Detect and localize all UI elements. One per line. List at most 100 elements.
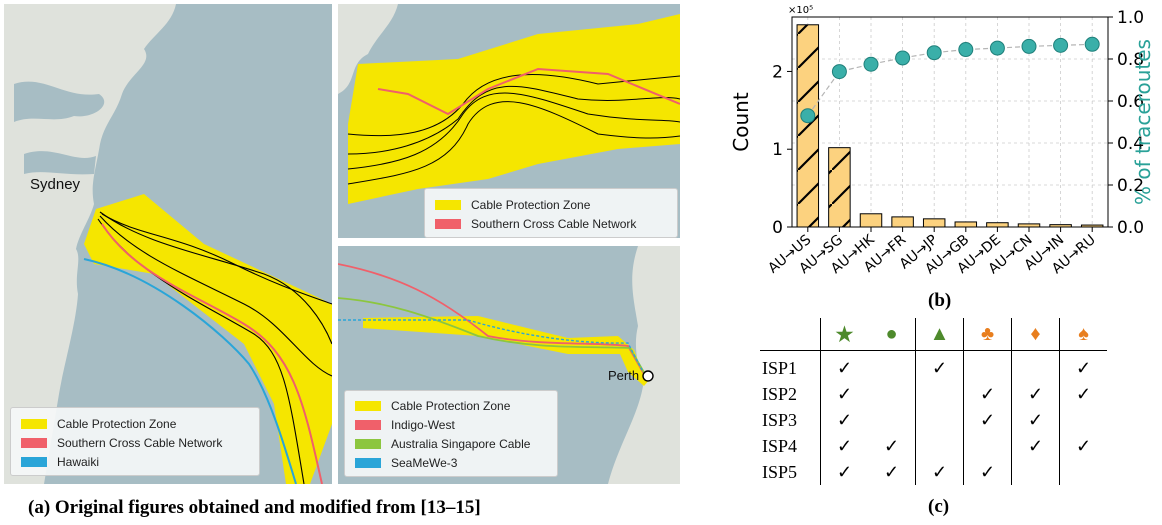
table-cell: ✓	[821, 407, 869, 433]
table-row: ISP1 ✓ ✓ ✓	[760, 350, 1107, 382]
indigo-west-line	[338, 263, 645, 375]
checkmark-icon: ✓	[979, 461, 996, 482]
zoom-legend: Cable Protection Zone Southern Cross Cab…	[424, 188, 678, 238]
legend-swatch	[355, 438, 381, 449]
table-cell: ✓	[915, 459, 964, 485]
table-header-row: ★ ● ▲ ♣ ♦ ♠	[760, 318, 1107, 351]
checkmark-icon: ✓	[1075, 357, 1092, 378]
y-tick-label: 1	[772, 140, 783, 160]
legend-entry: Cable Protection Zone	[435, 195, 667, 214]
data-point	[895, 50, 911, 66]
checkmark-icon: ✓	[1075, 435, 1092, 456]
star-icon: ★	[835, 323, 854, 346]
legend-entry: Indigo-West	[355, 415, 547, 434]
data-point	[1053, 37, 1069, 53]
column-header: ♣	[963, 318, 1012, 351]
checkmark-icon: ✓	[979, 383, 996, 404]
southern-cross-line	[377, 67, 680, 116]
checkmark-icon: ✓	[1075, 383, 1092, 404]
bar	[986, 222, 1009, 228]
isp-label: ISP3	[760, 407, 821, 433]
legend-swatch	[355, 457, 381, 468]
table-cell	[1060, 407, 1108, 433]
legend-swatch	[435, 199, 461, 210]
table-cell: ✓	[963, 459, 1012, 485]
table-row: ISP2 ✓ ✓ ✓ ✓	[760, 381, 1107, 407]
table-cell	[915, 433, 964, 459]
hawaiki-line	[83, 258, 297, 484]
perth-cable-map: Perth Cable Protection Zone Indigo-West …	[338, 246, 680, 484]
table-cell: ✓	[821, 381, 869, 407]
y-axis-label: Count	[730, 92, 753, 152]
isp-label: ISP4	[760, 433, 821, 459]
y2-tick-label: 0.6	[1117, 92, 1144, 112]
table-cell: ✓	[868, 459, 916, 485]
bar-hatch	[797, 24, 819, 228]
legend-entry: Australia Singapore Cable	[355, 434, 547, 453]
figure-caption-a: (a) Original figures obtained and modifi…	[28, 497, 481, 518]
map-a-legend: Cable Protection Zone Southern Cross Cab…	[10, 407, 260, 476]
legend-entry: Cable Protection Zone	[21, 414, 249, 433]
legend-swatch	[355, 400, 381, 411]
isp-label: ISP5	[760, 459, 821, 485]
figure-caption-c: (c)	[928, 496, 950, 517]
protection-zone	[84, 194, 332, 484]
cable-zoom-inset: Cable Protection Zone Southern Cross Cab…	[338, 4, 680, 238]
percentage-line	[807, 43, 1093, 117]
table-cell	[915, 381, 964, 407]
triangle-icon: ▲	[929, 322, 950, 345]
checkmark-icon: ✓	[883, 435, 900, 456]
table-cell	[1011, 350, 1060, 381]
protection-zone	[348, 14, 680, 204]
column-header: ●	[868, 318, 916, 351]
column-header: ★	[820, 318, 868, 351]
y-tick-label: 0	[772, 218, 783, 238]
y2-axis-label: % of traceroutes	[1131, 39, 1155, 205]
bay-water	[14, 81, 105, 122]
checkmark-icon: ✓	[883, 461, 900, 482]
spade-icon: ♠	[1078, 322, 1089, 345]
data-point	[800, 108, 816, 124]
cable-line	[99, 211, 332, 345]
southern-cross-line	[101, 223, 323, 484]
data-point	[831, 64, 847, 80]
table-row: ISP4 ✓ ✓ ✓ ✓	[760, 433, 1107, 459]
bar	[922, 218, 946, 228]
cable-line	[347, 101, 680, 185]
table-cell	[868, 350, 916, 381]
table-cell: ✓	[915, 350, 964, 381]
table-cell: ✓	[1011, 433, 1060, 459]
figure-caption-b: (b)	[928, 290, 952, 311]
land-mass	[338, 4, 398, 94]
cable-line	[99, 215, 332, 377]
isp-label: ISP1	[760, 350, 821, 381]
column-header: ♦	[1011, 318, 1060, 351]
column-header: ▲	[915, 318, 964, 351]
checkmark-icon: ✓	[836, 383, 853, 404]
table-cell: ✓	[821, 351, 869, 382]
asc-line	[338, 297, 647, 377]
perth-label: Perth	[608, 368, 640, 383]
data-point	[926, 45, 942, 61]
legend-entry: Cable Protection Zone	[355, 396, 547, 415]
zoom-map-graphic	[338, 4, 680, 204]
table-cell: ✓	[821, 459, 869, 485]
table-row: ISP5 ✓ ✓ ✓ ✓	[760, 459, 1107, 485]
legend-swatch	[21, 456, 47, 467]
cable-line	[347, 92, 680, 170]
y-tick-label: 2	[772, 62, 783, 82]
bar	[891, 216, 914, 228]
table-cell: ✓	[963, 381, 1012, 407]
bay-water	[24, 151, 96, 175]
table-cell: ✓	[1060, 433, 1108, 459]
checkmark-icon: ✓	[1027, 383, 1044, 404]
bar	[859, 213, 883, 228]
cable-line	[101, 213, 332, 305]
legend-swatch	[21, 418, 47, 429]
table-cell	[1060, 459, 1108, 485]
checkmark-icon: ✓	[836, 357, 853, 378]
bar	[954, 221, 978, 228]
data-point	[958, 42, 974, 58]
sydney-map-graphic	[4, 4, 332, 484]
y2-tick-label: 0.2	[1117, 176, 1144, 196]
